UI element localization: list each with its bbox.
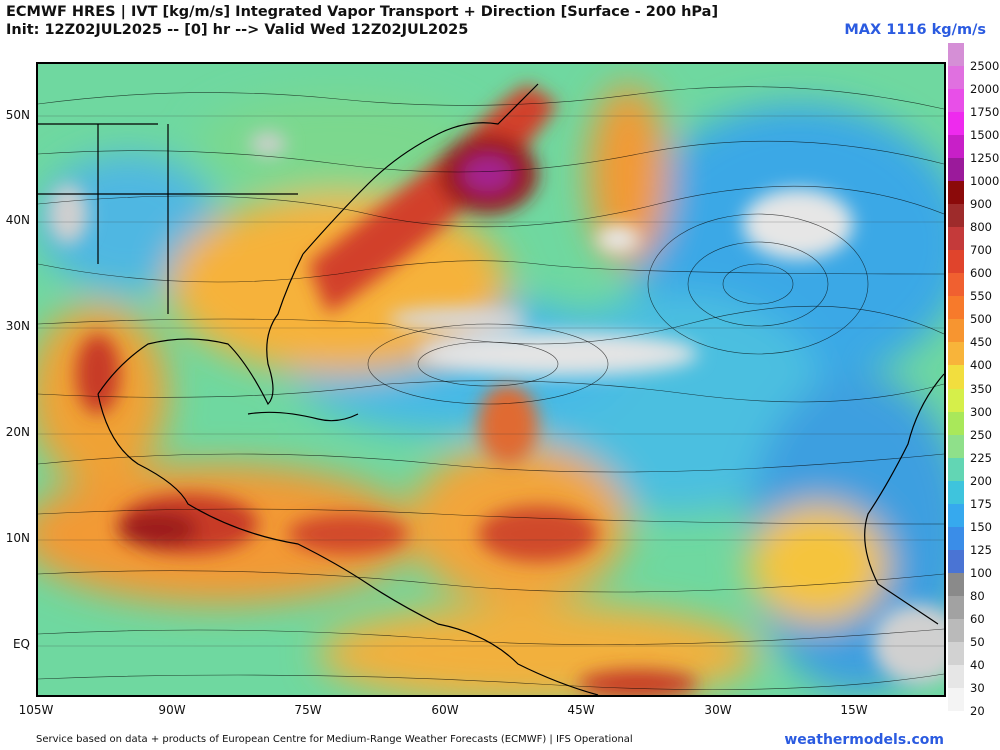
colorbar-tick-label: 60: [970, 611, 985, 626]
colorbar-segment: [948, 181, 964, 205]
lat-label-eq: EQ: [12, 637, 30, 651]
colorbar-segment: [948, 43, 964, 67]
lon-label-45w: 45W: [567, 703, 595, 717]
colorbar-segment: [948, 595, 964, 620]
colorbar-segment: [948, 135, 964, 159]
lon-label-60w: 60W: [431, 703, 459, 717]
colorbar-segment: [948, 342, 964, 366]
lat-label-40n: 40N: [5, 213, 30, 227]
lon-label-90w: 90W: [158, 703, 186, 717]
lat-label-50n: 50N: [5, 108, 30, 122]
colorbar-segment: [948, 434, 964, 459]
colorbar-tick-label: 80: [970, 588, 985, 603]
ivt-field: [38, 64, 944, 695]
colorbar-tick-label: 450: [970, 335, 992, 350]
lat-label-30n: 30N: [5, 319, 30, 333]
colorbar-segment: [948, 480, 964, 505]
colorbar-segment: [948, 365, 964, 389]
colorbar-segment: [948, 319, 964, 343]
lon-label-30w: 30W: [704, 703, 732, 717]
lat-label-20n: 20N: [5, 425, 30, 439]
colorbar-segment: [948, 112, 964, 136]
colorbar-segment: [948, 411, 964, 436]
colorbar-segment: [948, 687, 964, 712]
colorbar-tick-label: 900: [970, 197, 992, 212]
colorbar-segment: [948, 89, 964, 113]
colorbar-tick-label: 1000: [970, 174, 1000, 189]
colorbar-tick-label: 550: [970, 289, 992, 304]
colorbar-segment: [948, 227, 964, 251]
colorbar-segment: [948, 66, 964, 90]
colorbar-tick-label: 225: [970, 450, 992, 465]
colorbar-tick-label: 700: [970, 243, 992, 258]
map-subtitle: Init: 12Z02JUL2025 -- [0] hr --> Valid W…: [6, 22, 469, 38]
colorbar-segment: [948, 664, 964, 689]
colorbar-tick-label: 40: [970, 657, 985, 672]
map-title: ECMWF HRES | IVT [kg/m/s] Integrated Vap…: [6, 4, 719, 20]
colorbar-segment: [948, 250, 964, 274]
colorbar-segment: [948, 572, 964, 597]
lon-label-75w: 75W: [294, 703, 322, 717]
colorbar-tick-label: 1750: [970, 105, 1000, 120]
colorbar-tick-label: 50: [970, 634, 985, 649]
colorbar-tick-label: 300: [970, 404, 992, 419]
lat-label-10n: 10N: [5, 531, 30, 545]
ivt-colorbar: [948, 43, 964, 712]
lon-label-105w: 105W: [18, 703, 54, 717]
colorbar-segment: [948, 641, 964, 666]
colorbar-segment: [948, 204, 964, 228]
colorbar-tick-label: 2000: [970, 82, 1000, 97]
colorbar-tick-label: 2500: [970, 59, 1000, 74]
colorbar-tick-label: 175: [970, 496, 992, 511]
max-value-label: MAX 1116 kg/m/s: [844, 22, 986, 38]
colorbar-tick-label: 20: [970, 704, 985, 718]
colorbar-tick-label: 500: [970, 312, 992, 327]
colorbar-tick-label: 1250: [970, 151, 1000, 166]
colorbar-segment: [948, 296, 964, 320]
colorbar-segment: [948, 388, 964, 413]
colorbar-tick-label: 350: [970, 381, 992, 396]
colorbar-segment: [948, 457, 964, 482]
colorbar-tick-label: 400: [970, 358, 992, 373]
colorbar-tick-label: 1500: [970, 128, 1000, 143]
ivt-map: [36, 62, 946, 697]
colorbar-tick-label: 150: [970, 519, 992, 534]
colorbar-segment: [948, 273, 964, 297]
colorbar-tick-label: 250: [970, 427, 992, 442]
site-name[interactable]: weathermodels.com: [784, 732, 944, 748]
colorbar-tick-label: 600: [970, 266, 992, 281]
colorbar-tick-label: 100: [970, 565, 992, 580]
colorbar-tick-label: 200: [970, 473, 992, 488]
colorbar-segment: [948, 503, 964, 528]
colorbar-segment: [948, 549, 964, 574]
colorbar-segment: [948, 158, 964, 182]
colorbar-segment: [948, 526, 964, 551]
colorbar-tick-label: 30: [970, 680, 985, 695]
colorbar-tick-label: 125: [970, 542, 992, 557]
colorbar-segment: [948, 618, 964, 643]
footer-credit: Service based on data + products of Euro…: [36, 734, 633, 745]
colorbar-tick-label: 800: [970, 220, 992, 235]
lon-label-15w: 15W: [840, 703, 868, 717]
